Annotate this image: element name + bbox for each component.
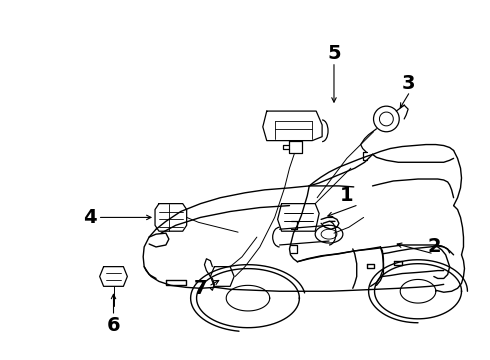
Text: 7: 7 — [194, 279, 207, 298]
Text: 6: 6 — [107, 316, 121, 335]
Text: 1: 1 — [340, 186, 354, 205]
Text: 4: 4 — [83, 208, 97, 227]
Text: 5: 5 — [327, 45, 341, 63]
Text: 2: 2 — [427, 238, 441, 256]
Text: 3: 3 — [401, 74, 415, 93]
